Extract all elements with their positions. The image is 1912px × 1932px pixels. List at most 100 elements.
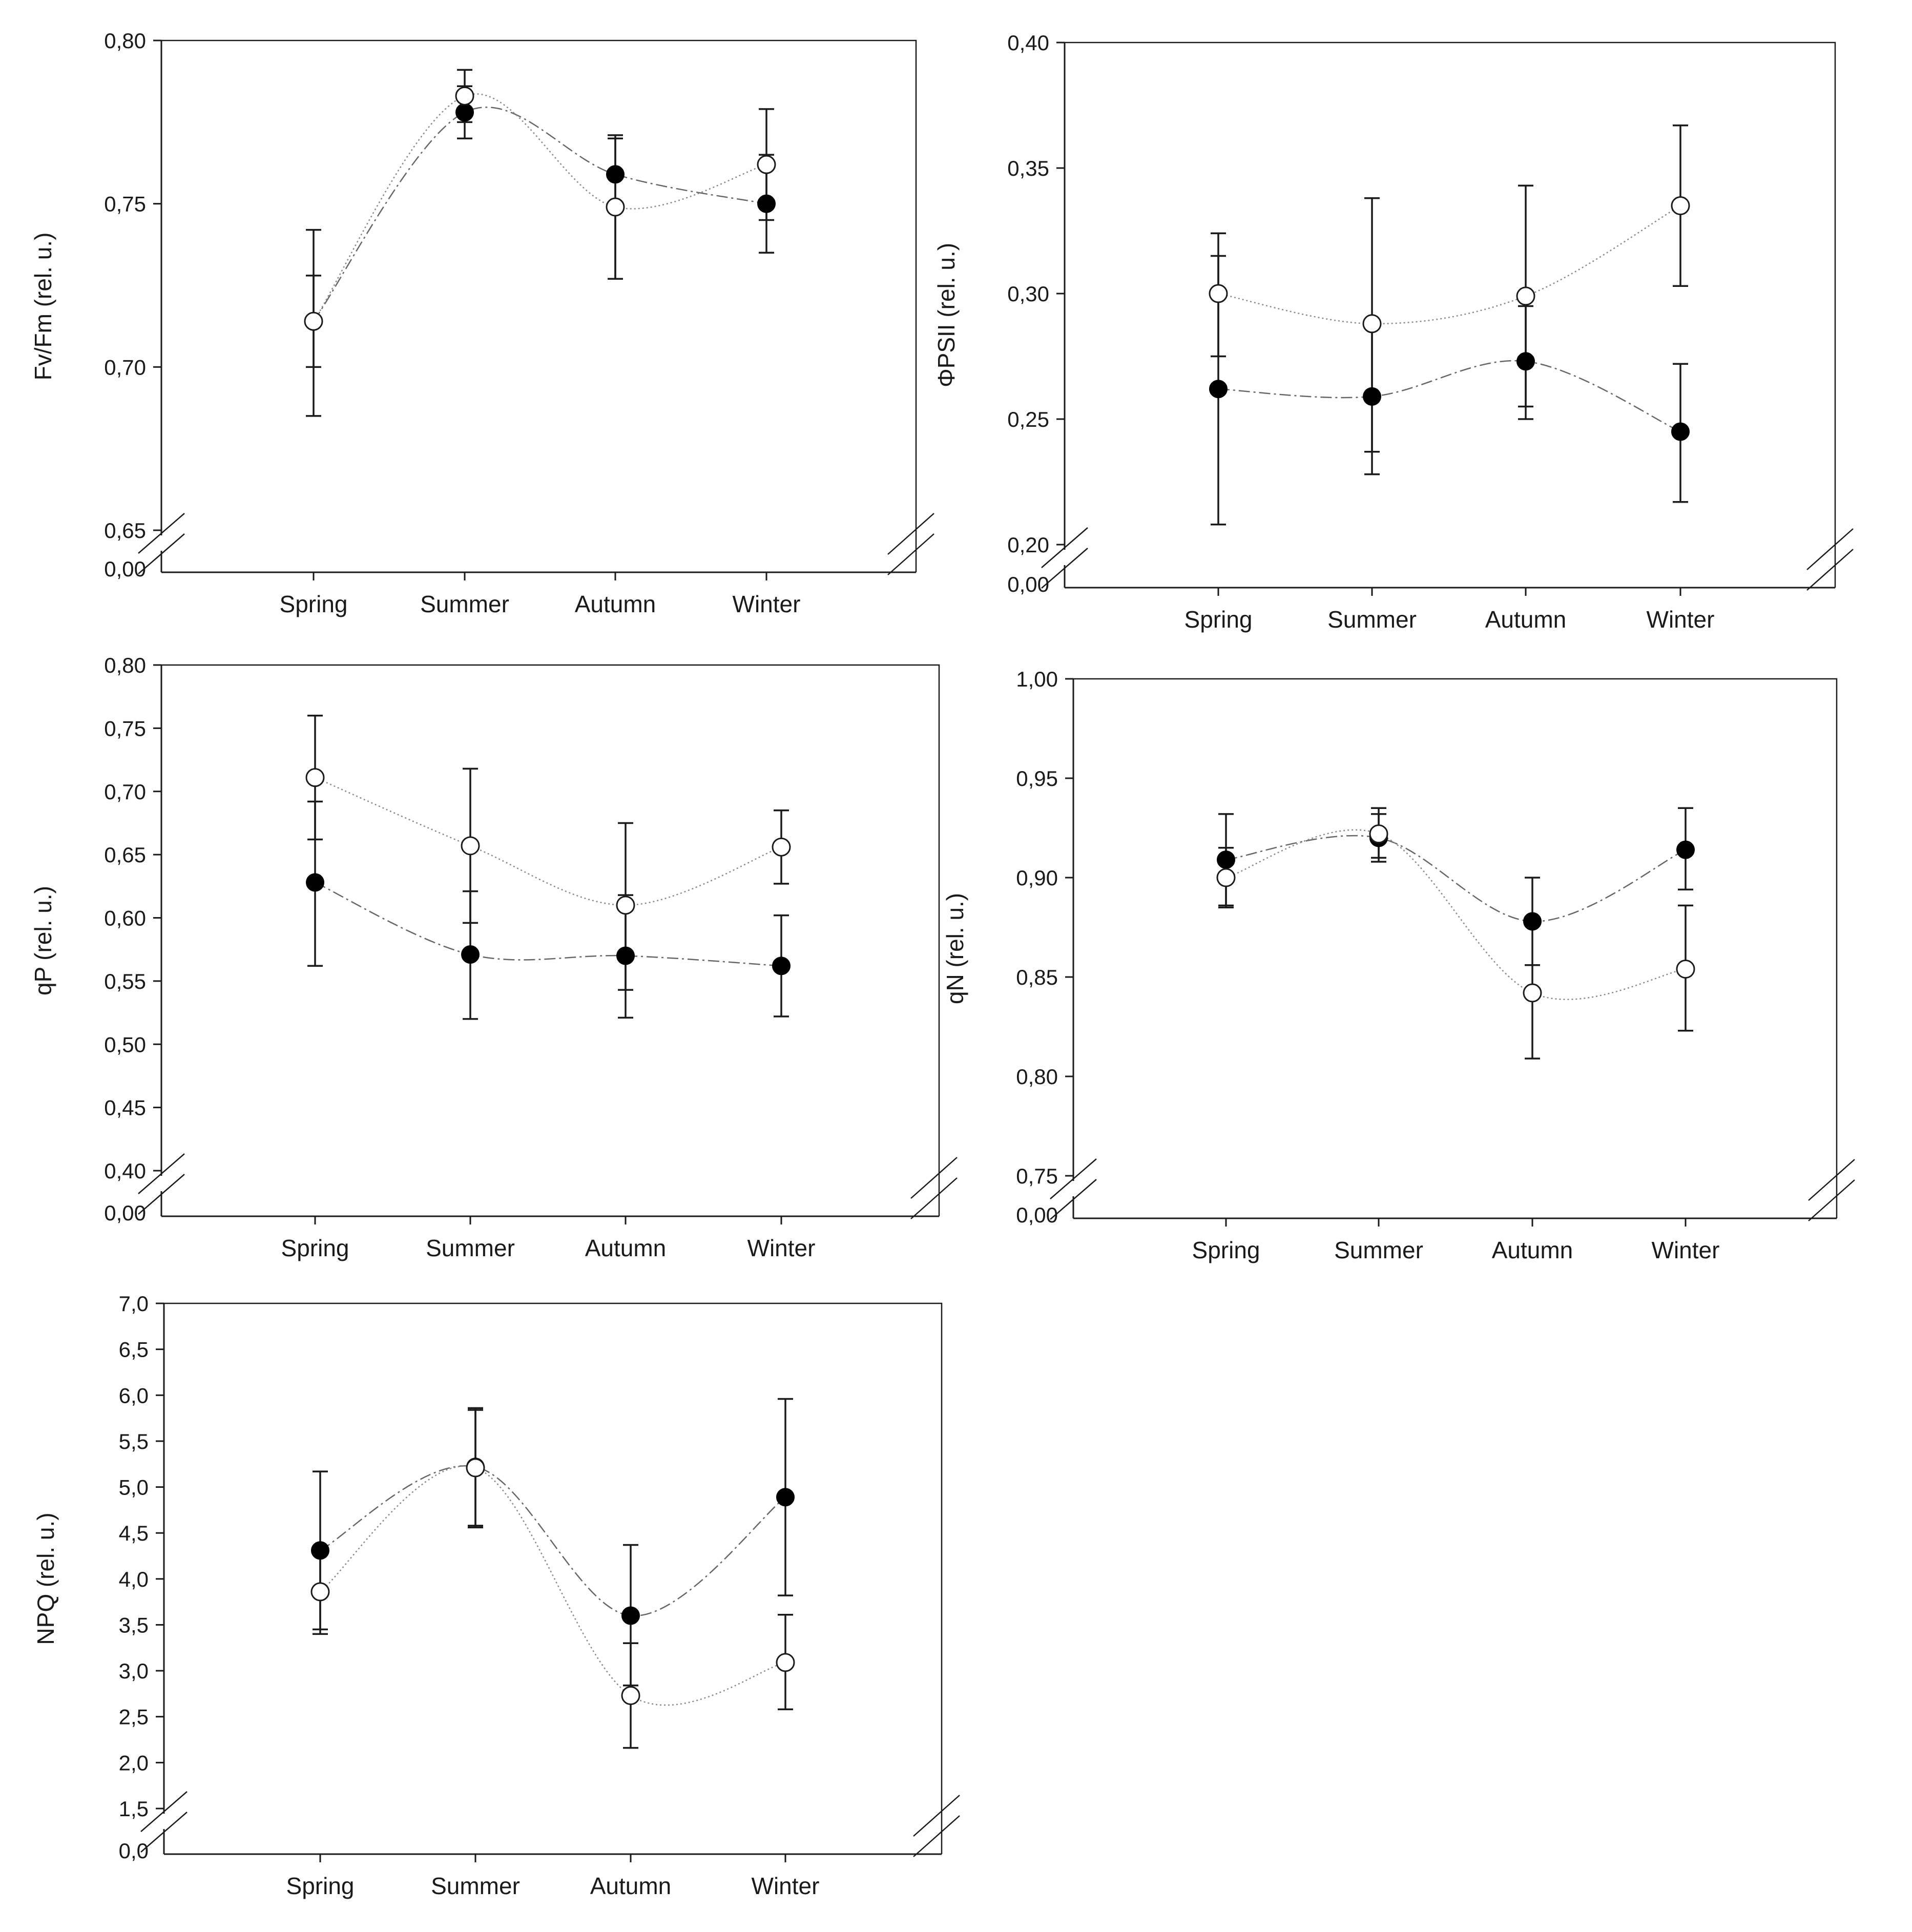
y-tick-label: 2,0 xyxy=(119,1751,149,1775)
x-category-label: Autumn xyxy=(575,591,656,617)
data-point-open xyxy=(1216,868,1236,887)
data-point-open xyxy=(461,836,480,856)
data-point-open xyxy=(1516,286,1535,306)
data-point-filled xyxy=(311,1541,329,1560)
data-point-open xyxy=(1369,824,1388,844)
series-curve-filled xyxy=(320,1465,786,1616)
y-tick-label: 0,40 xyxy=(104,1159,146,1183)
y-tick-label: 5,0 xyxy=(119,1476,149,1500)
data-point-open xyxy=(757,155,776,174)
x-category-label: Winter xyxy=(1647,606,1715,633)
data-point-filled xyxy=(757,194,776,213)
data-point-open xyxy=(455,86,474,106)
data-point-filled xyxy=(306,873,324,892)
y-axis-break-mark xyxy=(140,1791,188,1853)
data-point-filled xyxy=(1671,422,1690,441)
data-point-filled xyxy=(772,957,791,975)
y-origin-label: 0,00 xyxy=(104,1201,146,1225)
y-axis-break-mark xyxy=(1041,527,1088,589)
y-tick-label: 0,45 xyxy=(104,1096,146,1120)
data-point-filled xyxy=(1217,850,1235,869)
y-axis-title: Fv/Fm (rel. u.) xyxy=(30,233,56,381)
series-curve-filled xyxy=(313,107,767,322)
error-bar-open xyxy=(1525,964,1540,1060)
series-curve-open xyxy=(320,1465,786,1706)
data-point-open xyxy=(1362,314,1382,334)
y-axis-break-mark xyxy=(138,1153,185,1215)
panel-qn: 0,75 0,80 0,85 0,90 0,95 1,00 0,00 qN (rel. u.)… xyxy=(942,667,1855,1263)
x-category-label: Winter xyxy=(747,1235,816,1261)
y-tick-label: 0,50 xyxy=(104,1032,146,1056)
x-category-label: Winter xyxy=(1652,1237,1720,1263)
x-category-label: Spring xyxy=(1192,1237,1260,1263)
y-tick-label: 3,0 xyxy=(119,1659,149,1683)
y-tick-label: 0,85 xyxy=(1016,965,1058,989)
y-tick-label: 0,25 xyxy=(1007,407,1049,431)
y-tick-label: 0,60 xyxy=(104,906,146,930)
y-tick-label: 2,5 xyxy=(119,1705,149,1729)
data-point-open xyxy=(772,837,791,857)
y-tick-label: 4,5 xyxy=(119,1521,149,1545)
x-category-label: Summer xyxy=(431,1873,520,1899)
x-axis-break-mark xyxy=(913,1795,960,1857)
y-tick-label: 0,65 xyxy=(104,518,146,543)
panel-phipsii: 0,20 0,25 0,30 0,35 0,40 0,00 ΦPSII (rel. u.) S… xyxy=(933,31,1854,633)
y-tick-label: 7,0 xyxy=(119,1292,149,1316)
data-point-open xyxy=(616,896,635,915)
panel-npq: 1,5 2,0 2,5 3,0 3,5 4,0 4,5 5,0 5,5 6,0 6,5 7,0 0,0 N… xyxy=(32,1292,960,1899)
y-tick-label: 0,35 xyxy=(1007,156,1049,180)
x-category-label: Summer xyxy=(426,1235,515,1261)
x-category-label: Summer xyxy=(420,591,509,617)
data-point-filled xyxy=(455,103,474,122)
y-origin-label: 0,00 xyxy=(1007,572,1049,596)
y-axis-title: qN (rel. u.) xyxy=(942,893,968,1004)
y-tick-label: 6,5 xyxy=(119,1338,149,1362)
x-category-label: Summer xyxy=(1334,1237,1423,1263)
y-tick-label: 6,0 xyxy=(119,1383,149,1407)
y-tick-label: 0,75 xyxy=(1016,1164,1058,1188)
panel-fvfm: 0,65 0,70 0,75 0,80 0,00 Fv/Fm (rel. u.) Sprin… xyxy=(30,29,934,617)
x-category-label: Summer xyxy=(1327,606,1417,633)
x-axis-break-mark xyxy=(1806,528,1854,591)
x-category-label: Spring xyxy=(281,1235,349,1261)
y-tick-label: 0,95 xyxy=(1016,766,1058,791)
y-tick-label: 1,00 xyxy=(1016,667,1058,691)
y-tick-label: 0,40 xyxy=(1007,31,1049,55)
series-curve-open xyxy=(315,777,782,906)
plot-frame xyxy=(161,39,917,572)
panel-qp: 0,40 0,45 0,50 0,55 0,60 0,65 0,70 0,75 0,80 0,00… xyxy=(30,653,958,1261)
y-axis-title: NPQ (rel. u.) xyxy=(32,1512,59,1645)
y-tick-label: 0,80 xyxy=(1016,1065,1058,1089)
y-tick-label: 0,70 xyxy=(104,355,146,379)
data-point-open xyxy=(621,1686,640,1705)
data-point-open xyxy=(1209,284,1228,303)
data-point-filled xyxy=(776,1488,795,1507)
data-point-open xyxy=(1676,959,1695,979)
y-tick-label: 1,5 xyxy=(119,1797,149,1821)
y-axis-break-mark xyxy=(138,513,185,574)
y-tick-label: 0,75 xyxy=(104,192,146,216)
data-point-filled xyxy=(1209,380,1228,399)
data-point-open xyxy=(776,1653,795,1672)
y-tick-label: 0,55 xyxy=(104,969,146,993)
data-point-filled xyxy=(1516,352,1535,371)
data-point-open xyxy=(1671,196,1690,215)
x-category-label: Autumn xyxy=(585,1235,667,1261)
y-tick-label: 0,80 xyxy=(104,653,146,677)
y-tick-label: 0,80 xyxy=(104,29,146,53)
y-origin-label: 0,00 xyxy=(104,557,146,581)
y-tick-label: 3,5 xyxy=(119,1613,149,1637)
data-point-filled xyxy=(606,165,625,184)
series-curve-filled xyxy=(1218,360,1681,432)
plot-frame xyxy=(1073,678,1838,1218)
x-category-label: Autumn xyxy=(1485,606,1567,633)
y-tick-label: 0,20 xyxy=(1007,533,1049,557)
y-tick-label: 0,75 xyxy=(104,716,146,740)
x-category-label: Spring xyxy=(280,591,348,617)
series-curve-open xyxy=(1218,205,1681,325)
plot-frame xyxy=(164,1302,943,1854)
data-point-filled xyxy=(616,946,635,965)
data-point-open xyxy=(304,311,323,331)
x-axis-break-mark xyxy=(887,513,934,575)
